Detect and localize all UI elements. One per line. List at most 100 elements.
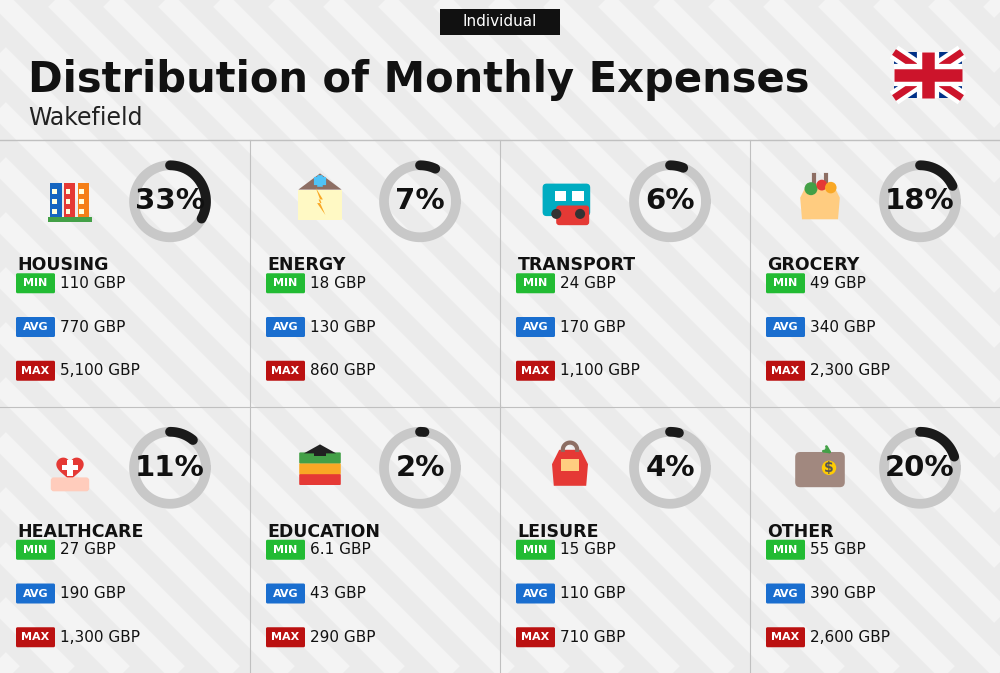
Text: MAX: MAX bbox=[271, 632, 300, 642]
FancyBboxPatch shape bbox=[266, 583, 305, 604]
Polygon shape bbox=[316, 188, 325, 215]
Text: Wakefield: Wakefield bbox=[28, 106, 143, 130]
Text: 190 GBP: 190 GBP bbox=[60, 586, 126, 601]
Bar bbox=[894, 52, 962, 98]
Circle shape bbox=[816, 180, 827, 190]
Bar bbox=[79, 199, 84, 204]
Text: Individual: Individual bbox=[463, 15, 537, 30]
Circle shape bbox=[805, 182, 817, 195]
Text: 2,300 GBP: 2,300 GBP bbox=[810, 363, 891, 378]
Text: $: $ bbox=[824, 461, 834, 474]
FancyBboxPatch shape bbox=[299, 463, 341, 474]
Circle shape bbox=[822, 460, 836, 475]
FancyBboxPatch shape bbox=[16, 627, 55, 647]
Polygon shape bbox=[56, 458, 84, 483]
Text: 340 GBP: 340 GBP bbox=[810, 320, 876, 334]
FancyBboxPatch shape bbox=[16, 540, 55, 560]
Text: AVG: AVG bbox=[523, 588, 548, 598]
Bar bbox=[64, 183, 75, 217]
FancyBboxPatch shape bbox=[516, 317, 555, 337]
Text: 860 GBP: 860 GBP bbox=[310, 363, 376, 378]
Text: AVG: AVG bbox=[273, 322, 298, 332]
Text: EDUCATION: EDUCATION bbox=[268, 523, 380, 540]
Text: MAX: MAX bbox=[771, 632, 800, 642]
FancyBboxPatch shape bbox=[266, 361, 305, 381]
Circle shape bbox=[825, 182, 837, 193]
Text: GROCERY: GROCERY bbox=[768, 256, 860, 275]
Text: 5,100 GBP: 5,100 GBP bbox=[60, 363, 140, 378]
Polygon shape bbox=[304, 444, 336, 454]
FancyBboxPatch shape bbox=[556, 205, 589, 225]
Text: OTHER: OTHER bbox=[768, 523, 834, 540]
Text: 6.1 GBP: 6.1 GBP bbox=[310, 542, 371, 557]
Text: MIN: MIN bbox=[773, 278, 798, 288]
Bar bbox=[50, 183, 62, 217]
Bar bbox=[66, 209, 70, 214]
Bar bbox=[52, 188, 57, 194]
Polygon shape bbox=[552, 450, 588, 486]
FancyBboxPatch shape bbox=[266, 627, 305, 647]
Circle shape bbox=[575, 209, 585, 219]
Text: MIN: MIN bbox=[523, 544, 548, 555]
Text: 110 GBP: 110 GBP bbox=[560, 586, 626, 601]
Text: AVG: AVG bbox=[23, 588, 48, 598]
Text: 1,100 GBP: 1,100 GBP bbox=[560, 363, 640, 378]
Text: MIN: MIN bbox=[23, 278, 48, 288]
Bar bbox=[314, 450, 326, 456]
Text: HOUSING: HOUSING bbox=[18, 256, 109, 275]
Text: AVG: AVG bbox=[273, 588, 298, 598]
Text: 6%: 6% bbox=[645, 187, 695, 215]
FancyBboxPatch shape bbox=[16, 583, 55, 604]
FancyBboxPatch shape bbox=[51, 477, 89, 491]
Text: 170 GBP: 170 GBP bbox=[560, 320, 626, 334]
FancyBboxPatch shape bbox=[543, 184, 590, 216]
Bar bbox=[78, 183, 89, 217]
FancyBboxPatch shape bbox=[266, 317, 305, 337]
Text: 290 GBP: 290 GBP bbox=[310, 630, 376, 645]
FancyBboxPatch shape bbox=[516, 361, 555, 381]
Text: MAX: MAX bbox=[521, 365, 550, 376]
Bar bbox=[79, 188, 84, 194]
FancyBboxPatch shape bbox=[516, 273, 555, 293]
Bar bbox=[66, 199, 70, 204]
FancyBboxPatch shape bbox=[299, 474, 341, 485]
FancyBboxPatch shape bbox=[766, 361, 805, 381]
Bar bbox=[555, 191, 566, 201]
FancyBboxPatch shape bbox=[516, 627, 555, 647]
FancyBboxPatch shape bbox=[766, 540, 805, 560]
Text: MIN: MIN bbox=[23, 544, 48, 555]
Text: 11%: 11% bbox=[135, 454, 205, 482]
Text: MIN: MIN bbox=[273, 544, 298, 555]
Text: 24 GBP: 24 GBP bbox=[560, 276, 616, 291]
Text: HEALTHCARE: HEALTHCARE bbox=[18, 523, 144, 540]
FancyBboxPatch shape bbox=[516, 540, 555, 560]
Text: 18%: 18% bbox=[885, 187, 955, 215]
Text: MIN: MIN bbox=[273, 278, 298, 288]
Text: 55 GBP: 55 GBP bbox=[810, 542, 866, 557]
FancyBboxPatch shape bbox=[440, 9, 560, 35]
Text: AVG: AVG bbox=[523, 322, 548, 332]
Text: 4%: 4% bbox=[645, 454, 695, 482]
Bar bbox=[561, 459, 579, 471]
Text: TRANSPORT: TRANSPORT bbox=[518, 256, 636, 275]
Text: MAX: MAX bbox=[771, 365, 800, 376]
FancyBboxPatch shape bbox=[516, 583, 555, 604]
Text: AVG: AVG bbox=[773, 588, 798, 598]
Text: 130 GBP: 130 GBP bbox=[310, 320, 376, 334]
Bar bbox=[66, 188, 70, 194]
Text: 770 GBP: 770 GBP bbox=[60, 320, 126, 334]
Text: 390 GBP: 390 GBP bbox=[810, 586, 876, 601]
Text: 2%: 2% bbox=[395, 454, 445, 482]
Text: 15 GBP: 15 GBP bbox=[560, 542, 616, 557]
Text: MAX: MAX bbox=[21, 365, 50, 376]
FancyBboxPatch shape bbox=[16, 273, 55, 293]
FancyBboxPatch shape bbox=[16, 317, 55, 337]
Text: Distribution of Monthly Expenses: Distribution of Monthly Expenses bbox=[28, 59, 810, 101]
Text: 710 GBP: 710 GBP bbox=[560, 630, 626, 645]
Bar bbox=[79, 209, 84, 214]
Bar bbox=[48, 217, 92, 222]
Text: 1,300 GBP: 1,300 GBP bbox=[60, 630, 140, 645]
FancyBboxPatch shape bbox=[795, 452, 845, 487]
FancyBboxPatch shape bbox=[299, 452, 341, 464]
Text: 27 GBP: 27 GBP bbox=[60, 542, 116, 557]
